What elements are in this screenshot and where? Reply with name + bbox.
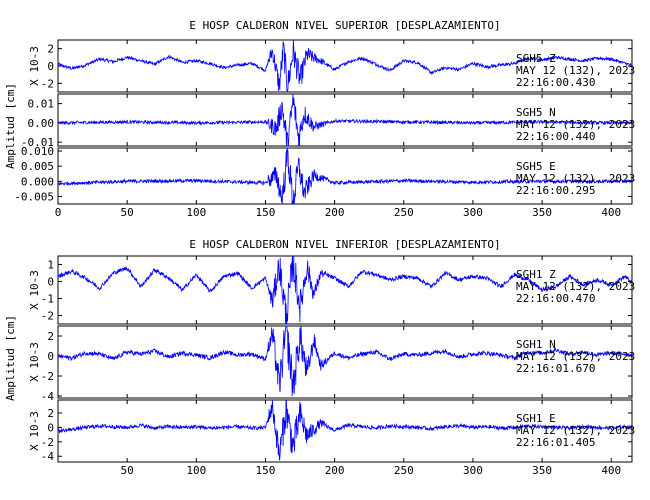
annotation-text: SGH5 N (516, 106, 556, 119)
x-tick-label: 50 (121, 206, 134, 219)
x-tick-label: 100 (186, 206, 206, 219)
x-tick-label: 400 (601, 206, 621, 219)
x-tick-label: 300 (463, 206, 483, 219)
x-tick-label: 150 (256, 206, 276, 219)
x-tick-label: 350 (532, 464, 552, 477)
x-tick-label: 300 (463, 464, 483, 477)
annotation-text: SGH5 Z (516, 52, 556, 65)
annotation-text: 22:16:01.670 (516, 362, 595, 375)
x-tick-label: 200 (325, 464, 345, 477)
scale-label: X 10-3 (28, 411, 41, 451)
x-tick-label: 200 (325, 206, 345, 219)
y-tick-label: -0.005 (14, 190, 54, 203)
y-tick-label: 0.005 (21, 160, 54, 173)
panel-frame (57, 147, 633, 205)
waveform-line (57, 147, 633, 205)
annotation-text: MAY 12 (132), 2023 (516, 350, 635, 363)
x-tick-label: 100 (186, 464, 206, 477)
annotation-text: MAY 12 (132), 2023 (516, 118, 635, 131)
waveform-line (57, 39, 633, 93)
y-tick-label: -0.01 (21, 136, 54, 149)
y-tick-label: 2 (47, 407, 54, 420)
scale-label: X 10-3 (28, 342, 41, 382)
annotation-text: SGH1 Z (516, 268, 556, 281)
x-tick-label: 150 (256, 464, 276, 477)
y-tick-label: 0 (47, 276, 54, 289)
y-tick-label: 2 (47, 330, 54, 343)
scale-label: X 10-3 (28, 270, 41, 310)
waveform-line (57, 325, 633, 397)
annotation-text: 22:16:00.430 (516, 76, 595, 89)
waveform-line (57, 399, 633, 461)
y-tick-label: 0 (47, 421, 54, 434)
annotation-text: MAY 12 (132), 2023 (516, 64, 635, 77)
y-tick-label: -4 (41, 390, 55, 403)
chart-title: E HOSP CALDERON NIVEL SUPERIOR [DESPLAZA… (189, 19, 500, 32)
x-tick-label: 250 (394, 206, 414, 219)
y-tick-label: 1 (47, 259, 54, 272)
panel-frame (57, 255, 633, 325)
y-tick-label: -2 (41, 370, 54, 383)
y-tick-label: 0.01 (28, 98, 55, 111)
waveform-line (57, 255, 632, 325)
panel-frame (57, 93, 633, 147)
annotation-text: MAY 12 (132), 2023 (516, 424, 635, 437)
y-axis-label: Amplitud [cm] (4, 83, 17, 169)
y-tick-label: -2 (41, 436, 54, 449)
chart-title: E HOSP CALDERON NIVEL INFERIOR [DESPLAZA… (189, 238, 500, 251)
y-tick-label: 0 (47, 60, 54, 73)
y-tick-label: 0.010 (21, 145, 54, 158)
x-tick-label: 250 (394, 464, 414, 477)
annotation-text: MAY 12 (132), 2023 (516, 172, 635, 185)
annotation-text: SGH1 N (516, 338, 556, 351)
x-tick-label: 0 (55, 206, 62, 219)
y-tick-label: 0.00 (28, 117, 55, 130)
y-tick-label: -1 (41, 293, 54, 306)
y-tick-label: -2 (41, 77, 54, 90)
x-tick-label: 400 (601, 464, 621, 477)
waveform-line (57, 93, 633, 147)
annotation-text: MAY 12 (132), 2023 (516, 280, 635, 293)
y-axis-label: Amplitud [cm] (4, 315, 17, 401)
annotation-text: SGH1 E (516, 412, 556, 425)
panel-frame (57, 325, 633, 399)
y-tick-label: -2 (41, 310, 54, 323)
x-tick-label: 50 (121, 464, 134, 477)
annotation-text: 22:16:00.440 (516, 130, 595, 143)
y-tick-label: 0.000 (21, 175, 54, 188)
annotation-text: 22:16:00.470 (516, 292, 595, 305)
annotation-text: 22:16:00.295 (516, 184, 595, 197)
annotation-text: SGH5 E (516, 160, 556, 173)
annotation-text: 22:16:01.405 (516, 436, 595, 449)
y-tick-label: -4 (41, 450, 55, 463)
y-tick-label: 0 (47, 350, 54, 363)
y-tick-label: 2 (47, 43, 54, 56)
scale-label: X 10-3 (28, 46, 41, 86)
x-tick-label: 350 (532, 206, 552, 219)
